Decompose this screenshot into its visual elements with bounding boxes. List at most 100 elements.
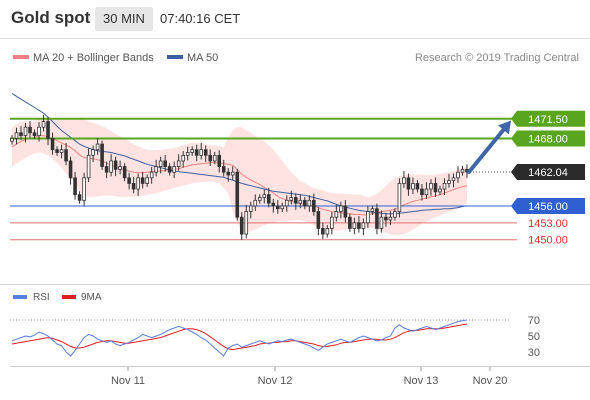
candle-body <box>393 211 397 218</box>
candle-body <box>271 202 276 207</box>
candle-body <box>406 177 411 190</box>
candle <box>271 198 276 213</box>
candle <box>217 150 222 173</box>
price-label-text: 1456.00 <box>528 201 568 213</box>
candle <box>14 127 19 145</box>
candle-body <box>37 126 41 137</box>
price-label-1453-00: 1453.00 <box>528 218 568 230</box>
candle <box>379 210 384 233</box>
candle <box>50 132 55 155</box>
x-tick-label: Nov 13 <box>404 375 439 387</box>
candle <box>298 194 303 209</box>
candle <box>316 207 321 236</box>
price-label-text: 1453.00 <box>528 218 568 230</box>
candle-body <box>330 216 334 229</box>
candle-body <box>316 211 321 229</box>
candle <box>118 160 122 175</box>
ma9-legend-swatch <box>62 295 76 299</box>
candle <box>86 148 91 183</box>
candle <box>64 142 68 166</box>
candle <box>77 191 82 204</box>
candle-body <box>131 183 136 190</box>
x-tick-label: Nov 11 <box>111 375 145 387</box>
candle-body <box>433 183 438 193</box>
candle-body <box>10 138 14 142</box>
candle-body <box>203 149 208 156</box>
candle-body <box>199 149 204 156</box>
candle <box>257 194 262 204</box>
candle-body <box>100 143 104 167</box>
candle <box>28 121 32 138</box>
candle-body <box>167 166 172 173</box>
candle <box>185 146 190 161</box>
candle <box>244 204 249 239</box>
candle <box>343 200 348 223</box>
candle-body <box>248 205 253 212</box>
ma50-legend-swatch <box>167 55 183 59</box>
candle-body <box>28 126 32 134</box>
candle-body <box>289 197 294 201</box>
candle <box>136 173 140 196</box>
candle <box>397 178 402 218</box>
candle <box>352 217 357 235</box>
candle <box>172 161 176 179</box>
candle <box>384 212 388 227</box>
projection-arrow-shaft <box>467 124 508 174</box>
candle <box>154 159 158 177</box>
candle-body <box>163 160 167 167</box>
candle-body <box>303 199 307 207</box>
candle-body <box>190 149 194 153</box>
candle-body <box>181 154 185 162</box>
candle <box>158 156 163 174</box>
price-label-box <box>511 110 585 127</box>
x-tick-label: Nov 12 <box>258 375 293 387</box>
candle <box>348 213 352 232</box>
candle-body <box>172 166 176 173</box>
moving-averages <box>11 92 468 215</box>
candle-body <box>208 154 213 162</box>
candle <box>194 144 199 162</box>
candle-body <box>149 171 154 179</box>
candle-body <box>104 166 109 173</box>
ma9-line <box>11 323 468 351</box>
candle <box>73 171 77 200</box>
candle <box>46 117 50 146</box>
candle-body <box>456 171 460 179</box>
candle-body <box>411 183 415 190</box>
candle-body <box>388 216 393 221</box>
candle-body <box>221 166 226 173</box>
candle <box>23 122 28 143</box>
candle <box>221 159 226 177</box>
bb-legend-label: MA 20 + Bollinger Bands <box>33 52 154 64</box>
candle-body <box>262 194 267 198</box>
candle <box>109 154 113 177</box>
candle-body <box>442 183 447 190</box>
candle <box>68 156 73 185</box>
candle-body <box>176 160 181 167</box>
candle-body <box>402 177 406 184</box>
candle-body <box>384 216 388 221</box>
projection-arrow <box>467 120 512 174</box>
price-label-1471-50: 1471.50 <box>511 110 585 127</box>
timeframe-badge[interactable]: 30 MIN <box>95 7 153 31</box>
candle-body <box>154 166 158 173</box>
candle-body <box>294 197 298 204</box>
rsi-panel: 70 50 30 <box>10 315 540 359</box>
candle-body <box>280 205 285 210</box>
candle <box>190 146 194 156</box>
rsi-tick-label: 70 <box>528 315 540 327</box>
ma50-line <box>11 92 468 215</box>
price-label-1462-04: 1462.04 <box>511 163 585 180</box>
candle-body <box>109 160 113 173</box>
candle <box>131 176 136 194</box>
candle-body <box>361 222 366 229</box>
candle-body <box>64 149 68 162</box>
candle-body <box>50 138 55 151</box>
candle-body <box>420 188 424 196</box>
candle <box>334 204 339 222</box>
candle-body <box>325 228 330 235</box>
candle <box>55 146 59 156</box>
candle-body <box>91 149 95 156</box>
candle-body <box>357 222 361 229</box>
candle <box>375 203 379 235</box>
